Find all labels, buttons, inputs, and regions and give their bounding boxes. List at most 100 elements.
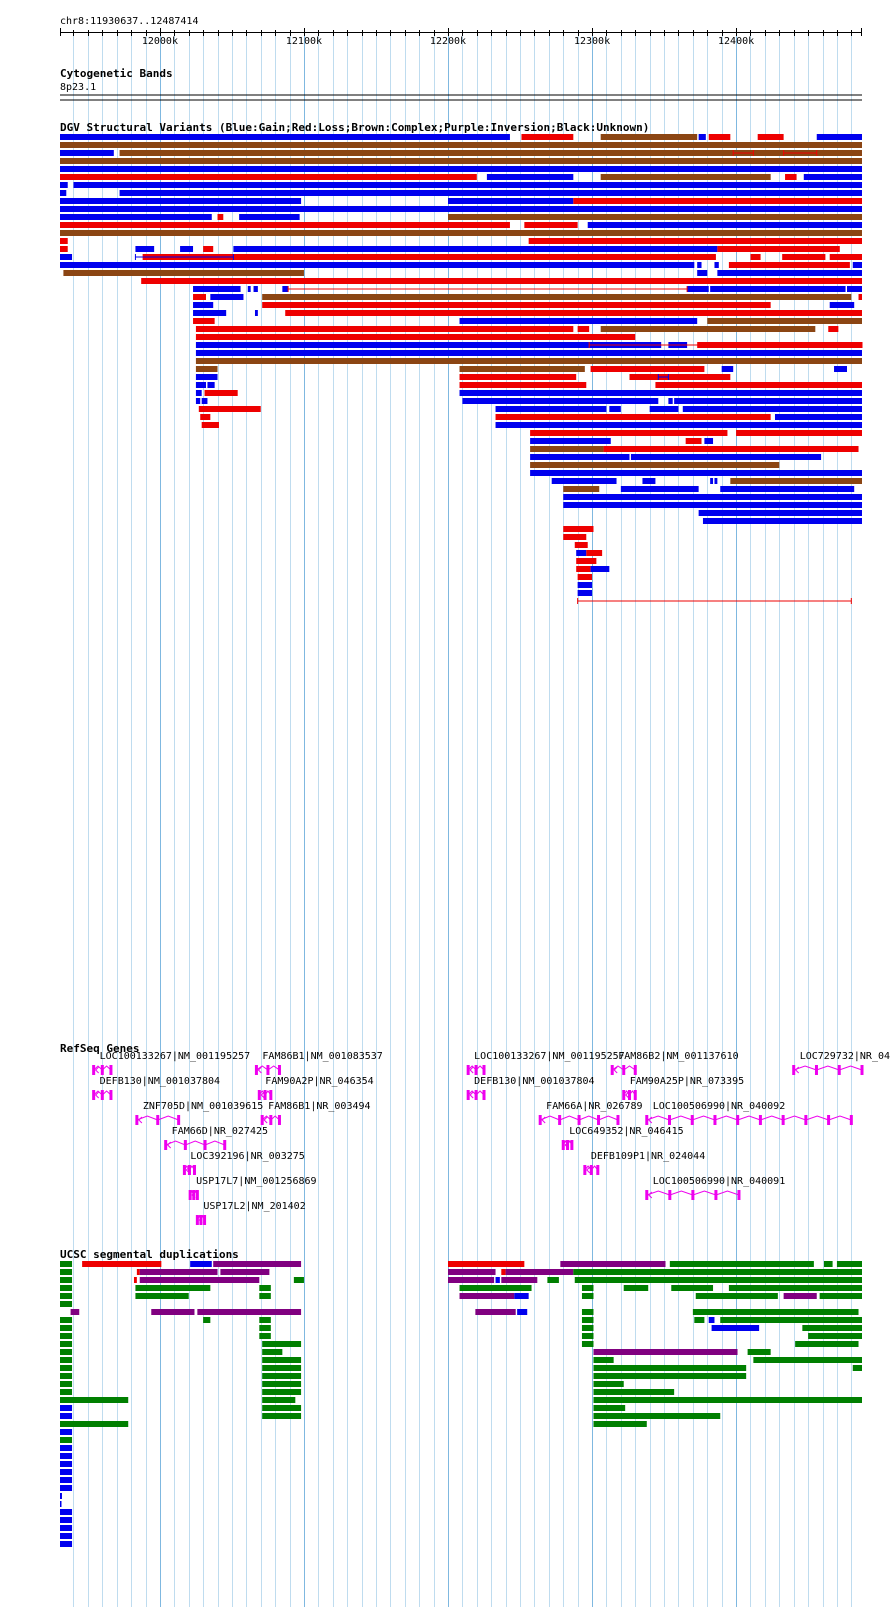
gene-model — [792, 1065, 864, 1075]
dgv-variant — [195, 358, 862, 364]
segdup-feature — [836, 1261, 862, 1267]
gene-exon — [135, 1115, 139, 1125]
gene-label: USP17L7|NM_001256869 — [196, 1176, 316, 1187]
dgv-variant — [195, 350, 862, 356]
segdup-feature — [60, 1437, 73, 1443]
gene-exon — [596, 1165, 600, 1175]
dgv-variant — [462, 398, 659, 404]
segdup-feature — [574, 1277, 862, 1283]
dgv-variant — [717, 270, 862, 276]
gene-exon — [277, 1115, 281, 1125]
dgv-variant — [720, 486, 855, 492]
dgv-variant — [803, 174, 862, 180]
gene-exon — [187, 1165, 191, 1175]
segdup-feature — [447, 1269, 496, 1275]
dgv-variant — [750, 254, 761, 260]
gene-model — [195, 1214, 207, 1225]
gene-exon — [804, 1115, 808, 1125]
gene-model — [561, 1139, 574, 1150]
gene-exon — [183, 1140, 187, 1150]
segdup-feature — [259, 1285, 271, 1291]
segdup-feature — [135, 1293, 189, 1299]
dgv-variant — [600, 134, 698, 140]
position-ruler[interactable]: chr8:11930637..12487414 12000k 12100k 1220… — [60, 16, 862, 47]
segdup-feature — [60, 1301, 73, 1307]
dgv-variant — [829, 254, 862, 260]
segmental-duplications-track[interactable]: UCSC segmental duplications — [60, 1248, 862, 1547]
dgv-variant — [600, 326, 816, 332]
segdup-feature — [60, 1333, 73, 1339]
segdup-feature — [60, 1405, 73, 1411]
gene-label: LOC729732|NR_0476 — [800, 1051, 890, 1062]
segdup-feature — [133, 1277, 137, 1283]
gene-strand-arrow — [564, 1141, 569, 1149]
segdup-feature — [581, 1309, 594, 1315]
gene-intron — [692, 1115, 716, 1121]
segdup-feature — [447, 1277, 495, 1283]
refseq-genes-track[interactable]: RefSeq Genes LOC100133267|NM_001195257 FA… — [60, 1042, 890, 1225]
dgv-variant — [829, 302, 855, 308]
dgv-variant — [528, 238, 862, 244]
segdup-feature — [220, 1269, 270, 1275]
gene-label: FAM66A|NR_026789 — [546, 1101, 642, 1112]
gene-exon — [558, 1115, 562, 1125]
dgv-variant — [495, 414, 771, 420]
dgv-variant — [459, 366, 585, 372]
gene-exon — [223, 1140, 227, 1150]
ruler-tick-label: 12200k — [430, 36, 466, 47]
dgv-variant — [721, 366, 734, 372]
dgv-variant — [60, 206, 862, 212]
dgv-variant — [195, 366, 218, 372]
gene-model — [257, 1090, 273, 1100]
dgv-variant — [785, 174, 797, 180]
segdup-feature — [60, 1293, 73, 1299]
gene-model — [538, 1115, 620, 1125]
refseq-gene-features: LOC100133267|NM_001195257 FAM86B1|NM_0010… — [92, 1051, 890, 1225]
dgv-variant — [204, 390, 238, 396]
gene-intron — [559, 1115, 580, 1121]
dgv-variant — [834, 366, 847, 372]
dgv-variant — [195, 334, 636, 340]
gene-exon — [668, 1115, 672, 1125]
dgv-variant — [207, 382, 215, 388]
gene-exon — [109, 1065, 113, 1075]
segdup-feature — [262, 1413, 302, 1419]
segdup-feature — [60, 1517, 73, 1523]
dgv-structural-variants-track[interactable]: DGV Structural Variants (Blue:Gain;Red:L… — [60, 121, 863, 604]
gene-intron — [669, 1190, 694, 1196]
gene-label: DEFB130|NM_001037804 — [474, 1076, 594, 1087]
gene-model — [182, 1165, 196, 1175]
segdup-feature — [593, 1373, 747, 1379]
dgv-variant — [707, 318, 862, 324]
gene-model — [645, 1190, 741, 1200]
dgv-variant — [551, 478, 617, 484]
dgv-variant — [524, 222, 578, 228]
gene-intron — [256, 1065, 269, 1071]
dgv-variant — [682, 406, 862, 412]
segdup-feature — [581, 1293, 594, 1299]
dgv-variant — [609, 406, 621, 412]
segdup-feature — [259, 1325, 271, 1331]
segdup-feature — [262, 1349, 283, 1355]
dgv-variant — [262, 294, 852, 300]
gene-exon — [474, 1090, 478, 1100]
dgv-variant — [447, 214, 862, 220]
dgv-variant — [698, 134, 706, 140]
gene-strand-arrow — [648, 1191, 653, 1199]
segdup-feature — [60, 1525, 73, 1531]
gene-strand-arrow — [625, 1091, 630, 1099]
segdup-feature — [293, 1277, 304, 1283]
gene-exon — [622, 1090, 626, 1100]
gene-exon — [792, 1065, 796, 1075]
gene-label: ZNF705D|NM_001039615 — [143, 1101, 263, 1112]
gene-exon — [668, 1190, 672, 1200]
dgv-variant — [649, 406, 679, 412]
segdup-feature — [262, 1373, 302, 1379]
segdup-feature — [593, 1357, 614, 1363]
gene-exon — [100, 1065, 104, 1075]
segdup-feature — [459, 1285, 532, 1291]
gene-strand-arrow — [191, 1191, 196, 1199]
cytoband-track[interactable]: Cytogenetic Bands 8p23.1 — [60, 67, 862, 101]
gene-exon — [195, 1215, 199, 1225]
